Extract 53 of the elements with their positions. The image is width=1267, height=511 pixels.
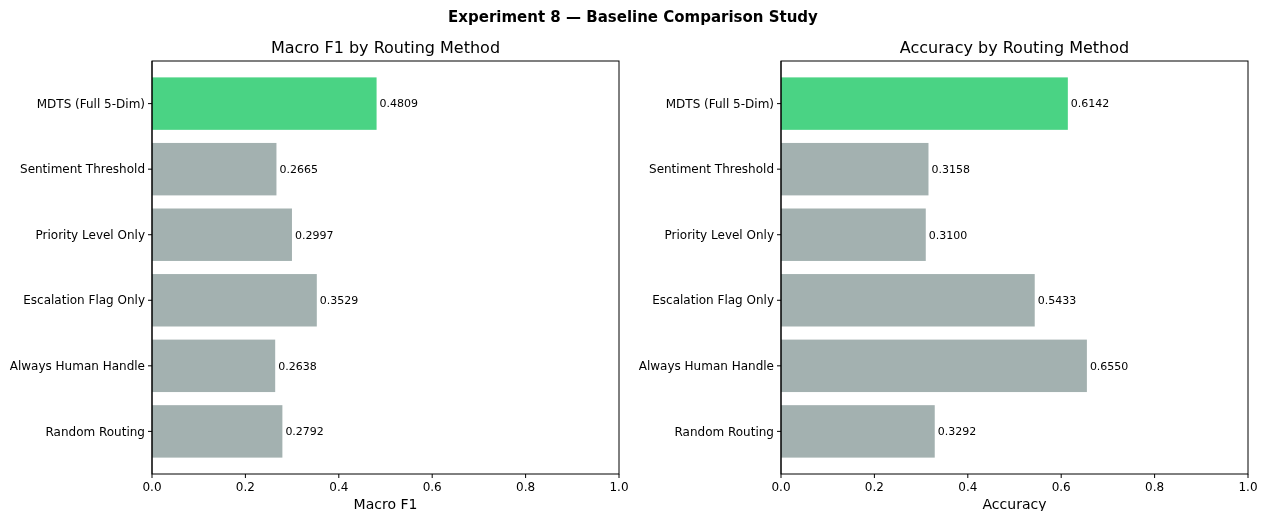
y-tick-label: Escalation Flag Only	[652, 293, 774, 308]
bar	[152, 77, 377, 130]
bar	[781, 405, 935, 458]
bar	[781, 339, 1087, 393]
data-label: 0.6142	[1070, 97, 1110, 111]
data-label: 0.2997	[294, 228, 334, 242]
data-label: 0.2638	[278, 359, 317, 373]
bar	[152, 274, 317, 327]
y-tick-label: Priority Level Only	[664, 227, 774, 242]
x-tick-label: 0.4	[329, 480, 349, 494]
bar	[781, 77, 1068, 130]
y-tick-label: Always Human Handle	[9, 359, 145, 374]
chart-title: Macro F1 by Routing Method	[270, 38, 501, 57]
data-label: 0.2665	[279, 163, 318, 177]
bar	[781, 142, 929, 196]
x-tick-label: 0.4	[958, 480, 978, 494]
y-tick-label: Priority Level Only	[35, 227, 145, 242]
bar	[781, 208, 926, 261]
x-tick-label: 0.0	[142, 480, 162, 494]
data-label: 0.3529	[319, 294, 359, 308]
x-axis-title: Accuracy	[982, 496, 1047, 511]
y-tick-label: Sentiment Threshold	[20, 162, 145, 177]
y-tick-label: MDTS (Full 5-Dim)	[665, 96, 774, 111]
bar	[152, 405, 283, 458]
x-axis-title: Macro F1	[353, 496, 418, 511]
data-label: 0.3292	[937, 425, 977, 439]
y-tick-label: Escalation Flag Only	[23, 293, 145, 308]
x-tick-label: 0.8	[516, 480, 536, 494]
x-tick-label: 1.0	[1238, 480, 1258, 494]
y-tick-label: Sentiment Threshold	[649, 162, 774, 177]
x-tick-label: 0.6	[1051, 480, 1071, 494]
y-tick-label: Random Routing	[674, 424, 774, 439]
data-label: 0.3100	[928, 228, 968, 242]
x-tick-label: 1.0	[609, 480, 629, 494]
x-tick-label: 0.0	[771, 480, 791, 494]
data-label: 0.2792	[285, 425, 324, 439]
x-tick-label: 0.6	[422, 480, 442, 494]
y-tick-label: Always Human Handle	[638, 359, 774, 374]
x-tick-label: 0.2	[864, 480, 884, 494]
chart-title: Accuracy by Routing Method	[899, 38, 1130, 57]
data-label: 0.4809	[379, 97, 419, 111]
text: Experiment 8 — Baseline Comparison Study	[448, 8, 819, 26]
y-tick-label: MDTS (Full 5-Dim)	[36, 96, 145, 111]
x-tick-label: 0.2	[235, 480, 255, 494]
bar	[152, 208, 292, 261]
bar	[781, 274, 1035, 327]
data-label: 0.6550	[1089, 359, 1129, 373]
y-tick-label: Random Routing	[45, 424, 145, 439]
data-label: 0.3158	[931, 163, 970, 177]
bar	[152, 142, 277, 196]
data-label: 0.5433	[1037, 294, 1077, 308]
x-tick-label: 0.8	[1145, 480, 1165, 494]
bar	[152, 339, 276, 393]
